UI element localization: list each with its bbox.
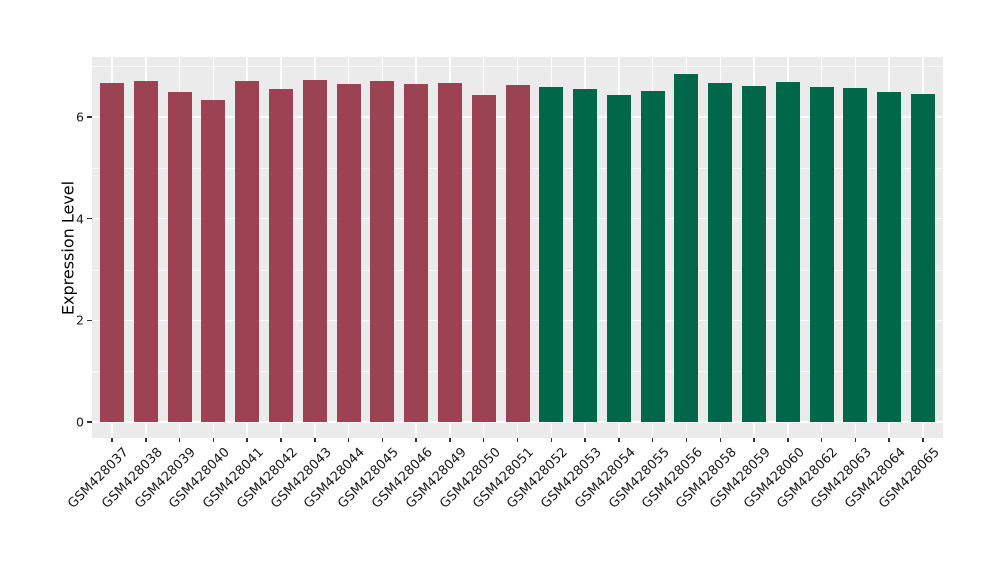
bar-GSM428059 (742, 85, 767, 422)
x-tick-mark (246, 438, 248, 442)
y-tick-mark (87, 217, 92, 220)
x-tick-mark (820, 438, 823, 442)
x-tick-mark (347, 438, 350, 442)
x-tick-mark (178, 438, 181, 442)
x-tick-mark (787, 438, 789, 442)
x-tick-mark (111, 438, 113, 442)
bar-GSM428039 (167, 91, 192, 422)
bar-GSM428040 (201, 100, 226, 422)
x-tick-mark (685, 438, 688, 442)
x-tick-mark (922, 438, 924, 442)
x-tick-mark (584, 438, 586, 442)
bar-GSM428054 (606, 95, 631, 422)
bar-GSM428065 (911, 94, 935, 422)
x-tick-mark (280, 438, 282, 442)
y-tick-label: 0 (76, 414, 84, 430)
x-tick-mark (516, 438, 519, 442)
bar-GSM428049 (437, 82, 462, 422)
bar-GSM428037 (100, 83, 124, 422)
bar-GSM428063 (843, 88, 868, 422)
bar-GSM428043 (302, 80, 327, 422)
bar-GSM428042 (268, 89, 293, 422)
bar-GSM428041 (235, 80, 260, 422)
y-tick-label: 4 (76, 211, 84, 227)
bar-GSM428050 (471, 94, 496, 422)
bar-GSM428038 (133, 81, 158, 422)
y-tick-mark (87, 116, 92, 118)
x-tick-mark (381, 438, 384, 442)
y-tick-label: 2 (76, 312, 84, 328)
y-axis-title: Expression Level (58, 180, 78, 316)
bar-GSM428064 (877, 91, 902, 422)
bar-GSM428062 (809, 87, 834, 422)
x-tick-mark (449, 438, 451, 442)
bar-GSM428060 (775, 81, 800, 422)
bar-GSM428044 (336, 83, 361, 422)
bar-GSM428056 (674, 73, 699, 422)
y-tick-label: 6 (76, 109, 84, 125)
x-tick-mark (753, 438, 755, 442)
y-tick-mark (87, 319, 92, 322)
x-tick-mark (854, 438, 857, 442)
x-tick-mark (145, 438, 147, 442)
bar-GSM428051 (505, 85, 530, 422)
bar-GSM428053 (573, 89, 598, 422)
x-tick-mark (651, 438, 654, 442)
bar-GSM428045 (370, 81, 395, 422)
bar-GSM428058 (708, 83, 733, 422)
bar-GSM428046 (404, 83, 429, 422)
x-tick-mark (212, 438, 215, 442)
bar-GSM428052 (539, 87, 564, 422)
x-tick-mark (618, 438, 620, 442)
x-tick-mark (719, 438, 721, 442)
y-tick-mark (87, 421, 92, 423)
x-tick-mark (314, 438, 316, 442)
bar-GSM428055 (640, 91, 665, 422)
x-tick-mark (888, 438, 890, 442)
x-tick-mark (482, 438, 485, 442)
x-tick-mark (550, 438, 553, 442)
x-tick-mark (415, 438, 417, 442)
plot-panel (92, 57, 943, 438)
